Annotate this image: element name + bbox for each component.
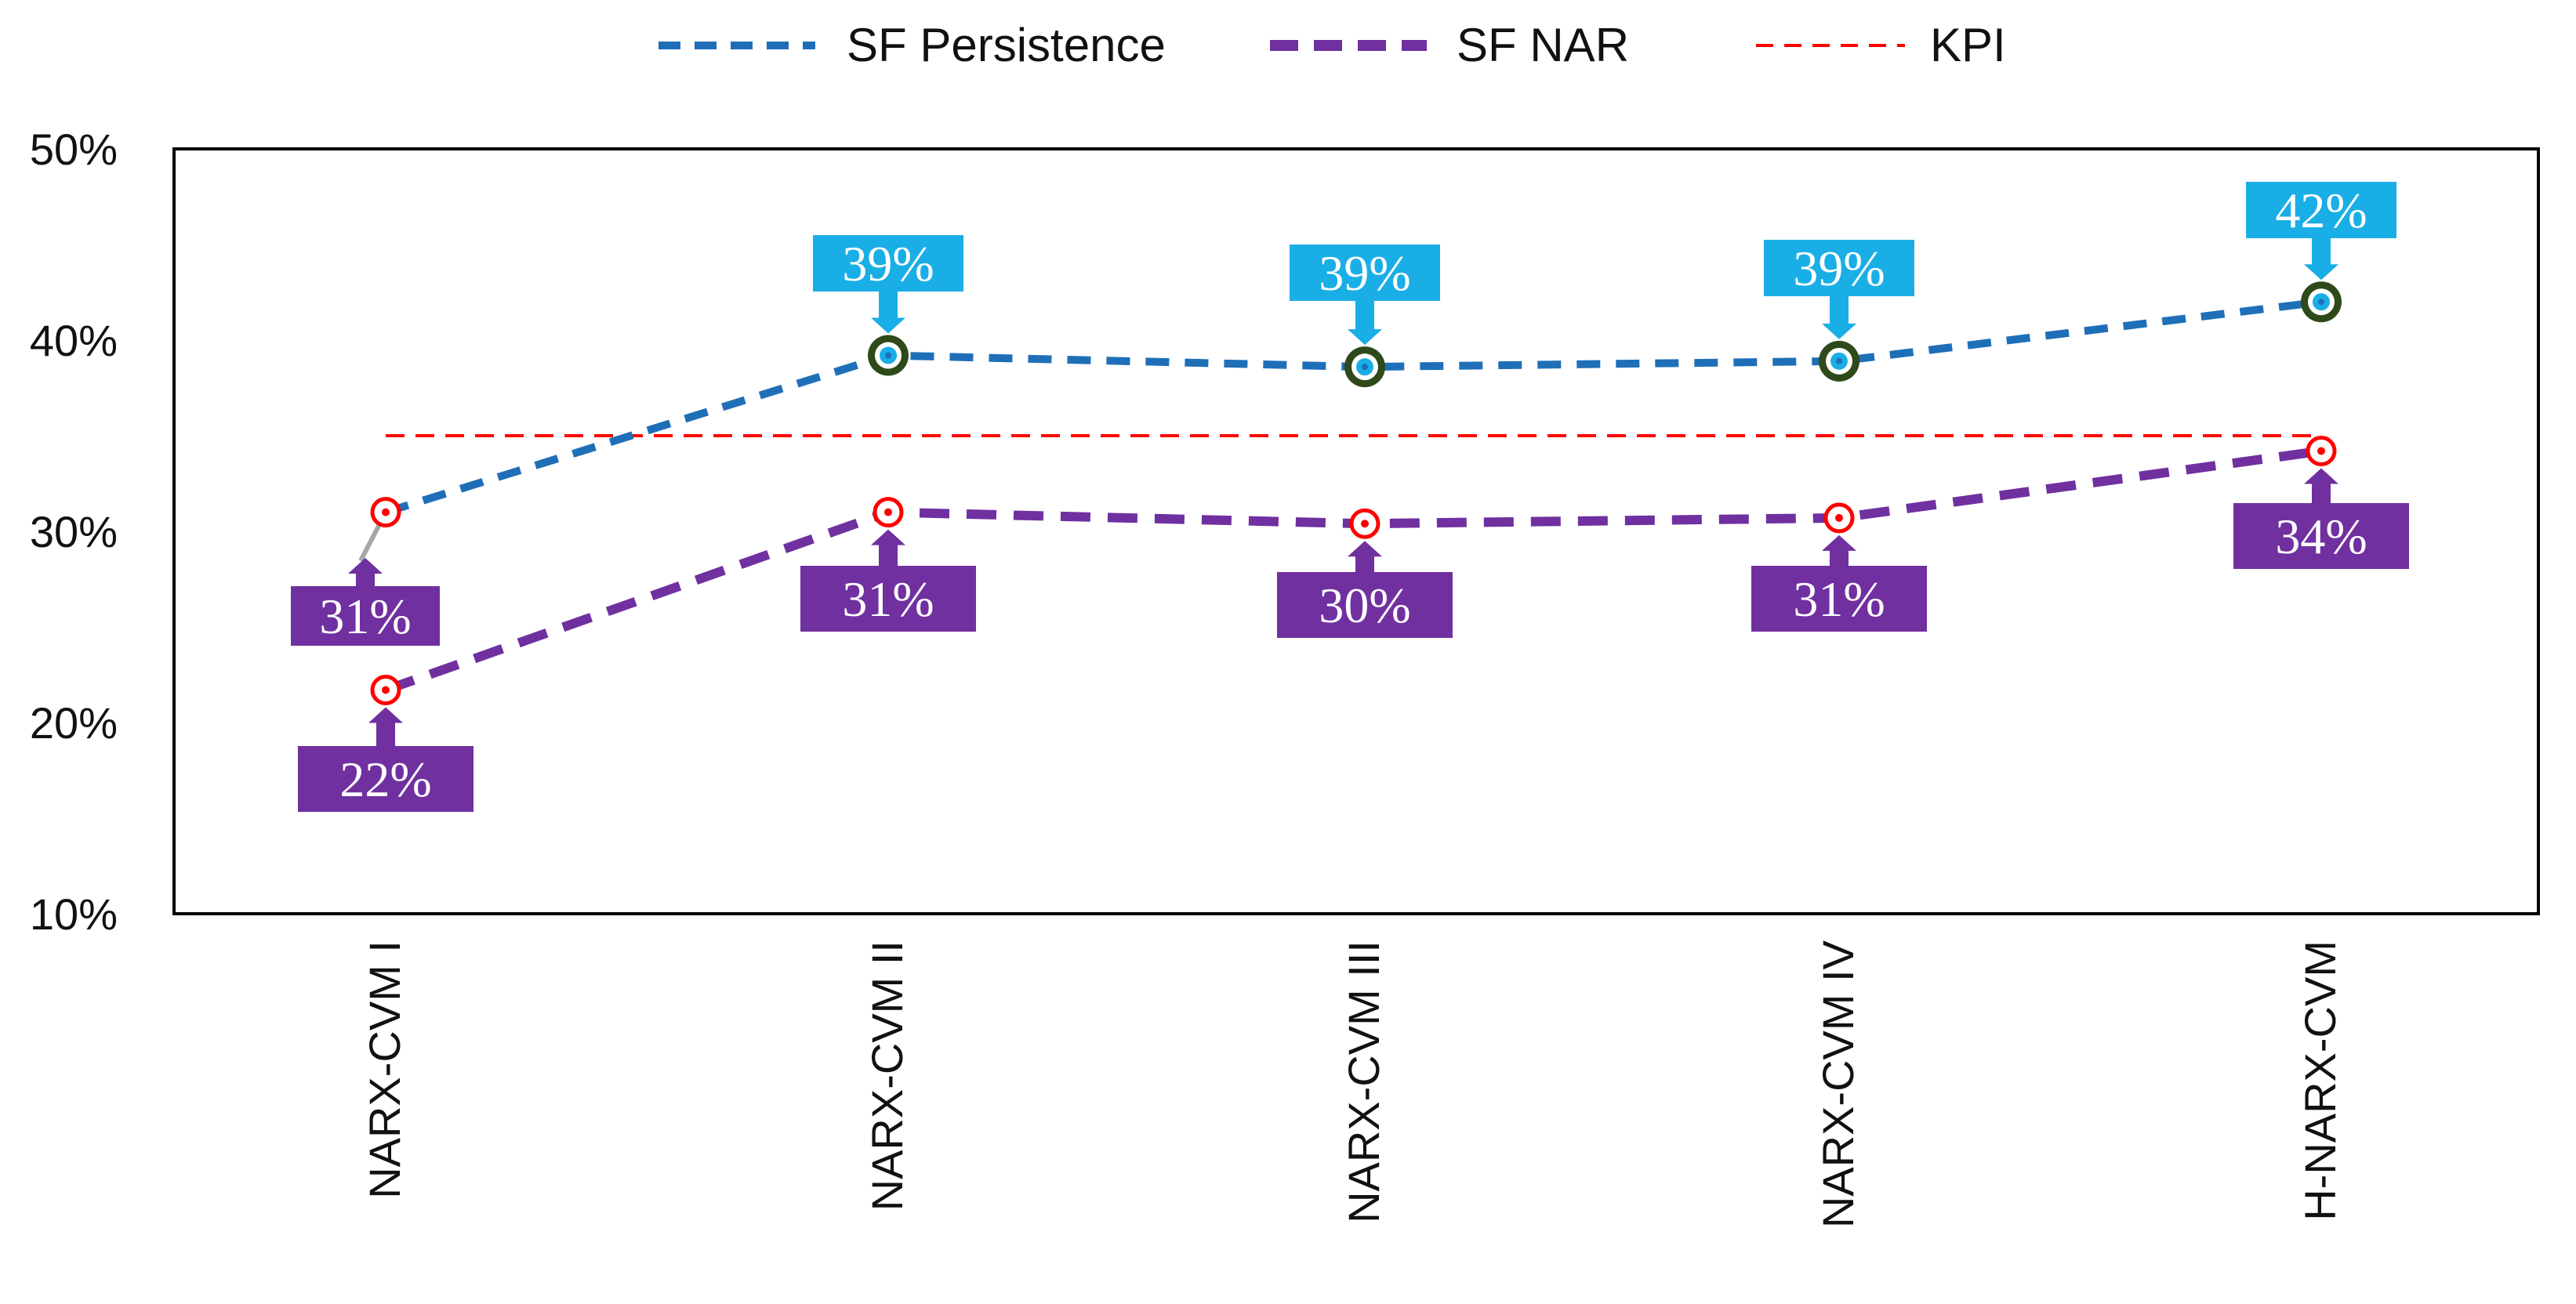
series-line-sf-nar bbox=[383, 446, 2322, 695]
sf-persistence-marker bbox=[370, 497, 401, 528]
y-tick-label: 40% bbox=[30, 316, 118, 365]
sf-nar-callout-label: 22% bbox=[339, 752, 431, 807]
sf-persistence-marker bbox=[2301, 281, 2342, 323]
x-tick-label: NARX-CVM III bbox=[1339, 940, 1388, 1223]
sf-nar-marker bbox=[1823, 502, 1855, 534]
sf-persistence-callout-label: 39% bbox=[1793, 241, 1885, 296]
sf-nar-callout: 30% bbox=[1277, 541, 1453, 638]
y-tick-label: 10% bbox=[30, 889, 118, 939]
callout-layer: 31% 39% 39% 39% 42% 22% 31% 30% 31% 34% bbox=[291, 182, 2409, 812]
sf-nar-callout: 31% bbox=[1751, 534, 1927, 632]
x-axis: NARX-CVM I NARX-CVM II NARX-CVM III NARX-CV… bbox=[360, 940, 2345, 1228]
sf-persistence-callout-label: 39% bbox=[1319, 245, 1410, 301]
sf-persistence-marker bbox=[1344, 346, 1385, 388]
series-layer bbox=[358, 281, 2342, 706]
sf-persistence-marker bbox=[1819, 340, 1859, 382]
sf-persistence-callout-label: 31% bbox=[319, 589, 411, 644]
y-tick-label: 20% bbox=[30, 698, 118, 748]
sf-persistence-marker bbox=[868, 335, 909, 376]
sf-nar-callout: 34% bbox=[2233, 468, 2409, 569]
sf-persistence-callout: 39% bbox=[1290, 244, 1440, 346]
sf-persistence-callout: 39% bbox=[1764, 240, 1914, 339]
sf-persistence-callout: 31% bbox=[291, 558, 440, 646]
plot-area bbox=[172, 147, 2540, 915]
sf-nar-marker bbox=[1349, 508, 1381, 539]
sf-persistence-callout-label: 42% bbox=[2275, 183, 2367, 238]
sf-persistence-callout-label: 39% bbox=[842, 236, 934, 292]
sf-nar-callout-label: 31% bbox=[842, 571, 934, 627]
sf-nar-marker bbox=[2306, 436, 2337, 467]
y-tick-label: 30% bbox=[30, 507, 118, 556]
legend-label-kpi: KPI bbox=[1930, 19, 2006, 71]
sf-persistence-callout: 39% bbox=[813, 235, 963, 334]
sf-nar-callout: 22% bbox=[298, 707, 473, 812]
sf-nar-callout-label: 30% bbox=[1319, 578, 1410, 633]
y-tick-label: 50% bbox=[30, 125, 118, 174]
sf-nar-marker bbox=[873, 497, 904, 528]
y-axis: 10% 20% 30% 40% 50% bbox=[30, 125, 118, 939]
x-tick-label: H-NARX-CVM bbox=[2295, 940, 2345, 1221]
sf-nar-callout: 31% bbox=[800, 529, 976, 632]
sf-persistence-callout: 42% bbox=[2246, 182, 2396, 281]
x-tick-label: NARX-CVM IV bbox=[1813, 940, 1863, 1228]
legend: SF Persistence SF NAR KPI bbox=[659, 19, 2006, 71]
x-tick-label: NARX-CVM I bbox=[360, 940, 409, 1199]
sf-nar-callout-label: 34% bbox=[2275, 509, 2367, 564]
legend-label-sf-nar: SF NAR bbox=[1457, 19, 1629, 71]
x-tick-label: NARX-CVM II bbox=[862, 940, 912, 1211]
legend-label-sf-persistence: SF Persistence bbox=[847, 19, 1166, 71]
sf-nar-callout-label: 31% bbox=[1793, 571, 1885, 627]
sf-nar-marker bbox=[370, 675, 401, 706]
